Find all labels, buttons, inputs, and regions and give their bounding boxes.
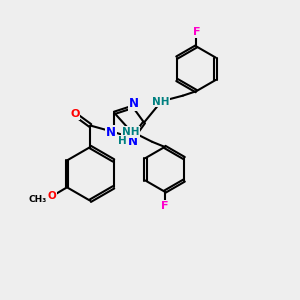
Text: O: O [70, 109, 80, 119]
Text: O: O [47, 191, 56, 201]
Text: NH: NH [122, 127, 140, 137]
Text: N: N [129, 97, 139, 110]
Text: F: F [161, 201, 169, 211]
Text: F: F [193, 27, 200, 37]
Text: H: H [118, 136, 127, 146]
Text: CH₃: CH₃ [29, 195, 47, 204]
Text: NH: NH [152, 97, 169, 106]
Text: N: N [106, 126, 116, 139]
Text: N: N [128, 135, 138, 148]
